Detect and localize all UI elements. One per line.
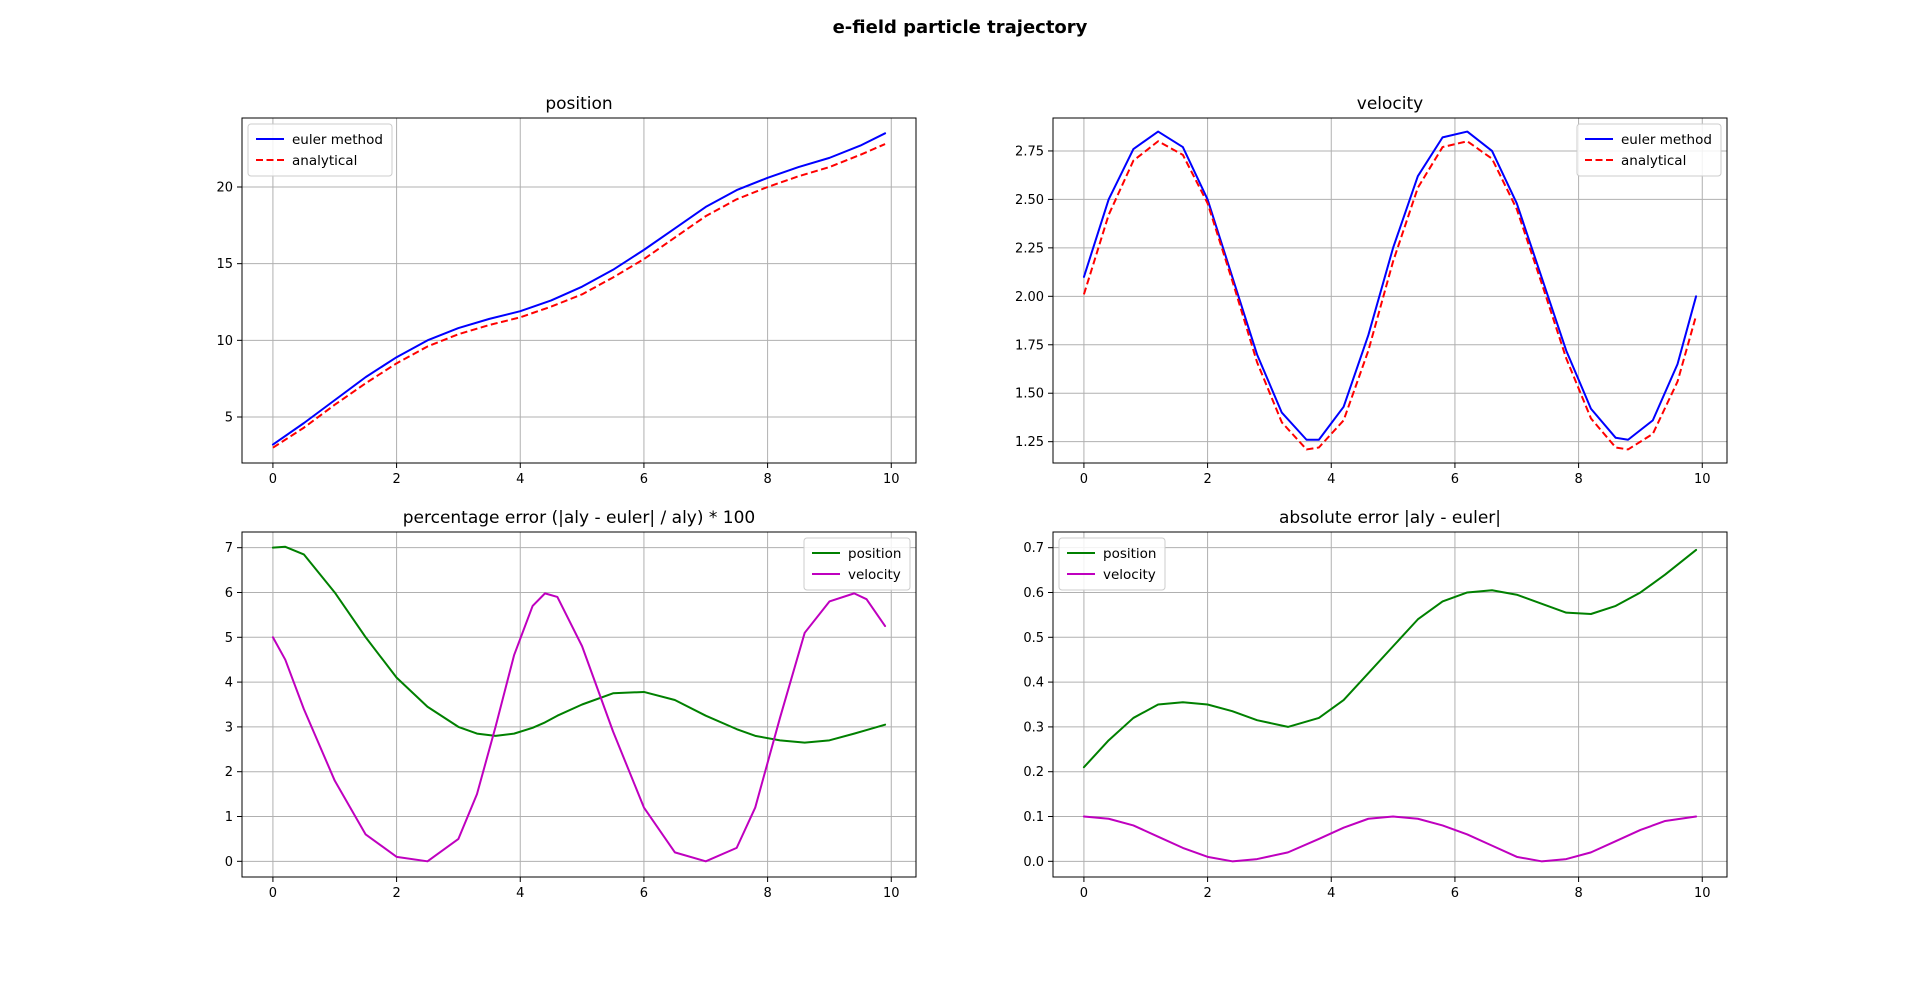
subplot-title: velocity <box>1357 94 1423 114</box>
legend-label: position <box>1103 546 1156 562</box>
series-line-velocity <box>271 592 887 863</box>
subplot-3: 0 2 4 6 8 10 0 1 2 3 4 5 6 7 percentage error (|aly - … <box>225 508 917 901</box>
y-tick-label: 0.5 <box>1023 631 1044 646</box>
series-line-position <box>1082 548 1698 769</box>
y-tick-label: 2.75 <box>1015 144 1044 159</box>
legend-box <box>1576 123 1722 177</box>
y-tick-label: 1.25 <box>1015 435 1044 450</box>
x-tick-label: 6 <box>640 886 648 901</box>
legend: euler method analytical <box>1576 123 1722 177</box>
series-line-euler-method <box>271 132 887 446</box>
x-tick-label: 6 <box>1451 472 1459 487</box>
legend: position velocity <box>1058 537 1166 591</box>
legend-label: euler method <box>292 132 383 148</box>
axes-frame <box>241 117 917 464</box>
x-tick-label: 10 <box>1694 472 1711 487</box>
y-tick-label: 2.50 <box>1015 193 1044 208</box>
x-tick-label: 10 <box>1694 886 1711 901</box>
subplot-title: absolute error |aly - euler| <box>1279 508 1501 528</box>
x-tick-label: 0 <box>1080 886 1088 901</box>
axes-frame <box>1052 117 1728 464</box>
x-tick-label: 4 <box>516 472 524 487</box>
legend-label: velocity <box>1103 567 1156 583</box>
x-tick-label: 6 <box>640 472 648 487</box>
x-tick-label: 2 <box>392 886 400 901</box>
legend-label: analytical <box>1621 153 1686 169</box>
subplot-4: 0 2 4 6 8 10 0.0 0.1 0.2 0.3 0.4 0.5 0.6 0.7 absolute … <box>1023 508 1728 901</box>
y-tick-label: 1 <box>225 810 233 825</box>
x-tick-label: 8 <box>763 472 771 487</box>
y-tick-label: 2.00 <box>1015 290 1044 305</box>
y-tick-label: 0 <box>225 855 233 870</box>
series-line-analytical <box>1082 140 1698 451</box>
y-tick-label: 10 <box>216 334 233 349</box>
y-tick-label: 5 <box>225 411 233 426</box>
x-tick-label: 8 <box>1574 886 1582 901</box>
legend-label: position <box>848 546 901 562</box>
x-tick-label: 2 <box>392 472 400 487</box>
legend-box <box>247 123 393 177</box>
legend: position velocity <box>803 537 911 591</box>
x-tick-label: 8 <box>1574 472 1582 487</box>
legend-label: analytical <box>292 153 357 169</box>
series-line-velocity <box>1082 815 1698 863</box>
legend-box <box>1058 537 1166 591</box>
x-tick-label: 10 <box>883 886 900 901</box>
x-tick-label: 6 <box>1451 886 1459 901</box>
y-tick-label: 5 <box>225 631 233 646</box>
x-tick-label: 0 <box>269 472 277 487</box>
x-tick-label: 8 <box>763 886 771 901</box>
subplot-2: 0 2 4 6 8 10 1.25 1.50 1.75 2.00 2.25 2.50 2.75 veloc… <box>1015 94 1728 487</box>
legend-label: velocity <box>848 567 901 583</box>
subplot-title: position <box>545 94 612 114</box>
subplot-1: 0 2 4 6 8 10 5 10 15 20 position euler method analyt… <box>216 94 917 487</box>
series-line-analytical <box>272 143 886 449</box>
legend-box <box>803 537 911 591</box>
x-tick-label: 4 <box>1327 472 1335 487</box>
y-tick-label: 3 <box>225 720 233 735</box>
y-tick-label: 0.2 <box>1023 765 1044 780</box>
y-tick-label: 4 <box>225 676 233 691</box>
y-tick-label: 0.7 <box>1023 541 1044 556</box>
y-tick-label: 0.4 <box>1023 676 1044 691</box>
x-tick-label: 0 <box>1080 472 1088 487</box>
x-tick-label: 2 <box>1203 472 1211 487</box>
y-tick-label: 0.3 <box>1023 720 1044 735</box>
y-tick-label: 0.0 <box>1023 855 1044 870</box>
y-tick-label: 0.1 <box>1023 810 1044 825</box>
x-tick-label: 0 <box>269 886 277 901</box>
y-tick-label: 0.6 <box>1023 586 1044 601</box>
y-tick-label: 2 <box>225 765 233 780</box>
series-line-euler-method <box>1082 130 1698 441</box>
x-tick-label: 4 <box>1327 886 1335 901</box>
y-tick-label: 1.75 <box>1015 338 1044 353</box>
y-tick-label: 6 <box>225 586 233 601</box>
y-tick-label: 20 <box>216 181 233 196</box>
series-line-position <box>271 545 887 744</box>
x-tick-label: 4 <box>516 886 524 901</box>
y-tick-label: 15 <box>216 257 233 272</box>
axes-frame <box>241 531 917 878</box>
axes-frame <box>1052 531 1728 878</box>
subplot-title: percentage error (|aly - euler| / aly) *… <box>403 508 756 528</box>
y-tick-label: 1.50 <box>1015 387 1044 402</box>
x-tick-label: 10 <box>883 472 900 487</box>
y-tick-label: 2.25 <box>1015 241 1044 256</box>
figure-suptitle: e-field particle trajectory <box>833 17 1088 38</box>
x-tick-label: 2 <box>1203 886 1211 901</box>
legend-label: euler method <box>1621 132 1712 148</box>
y-tick-label: 7 <box>225 541 233 556</box>
legend: euler method analytical <box>247 123 393 177</box>
